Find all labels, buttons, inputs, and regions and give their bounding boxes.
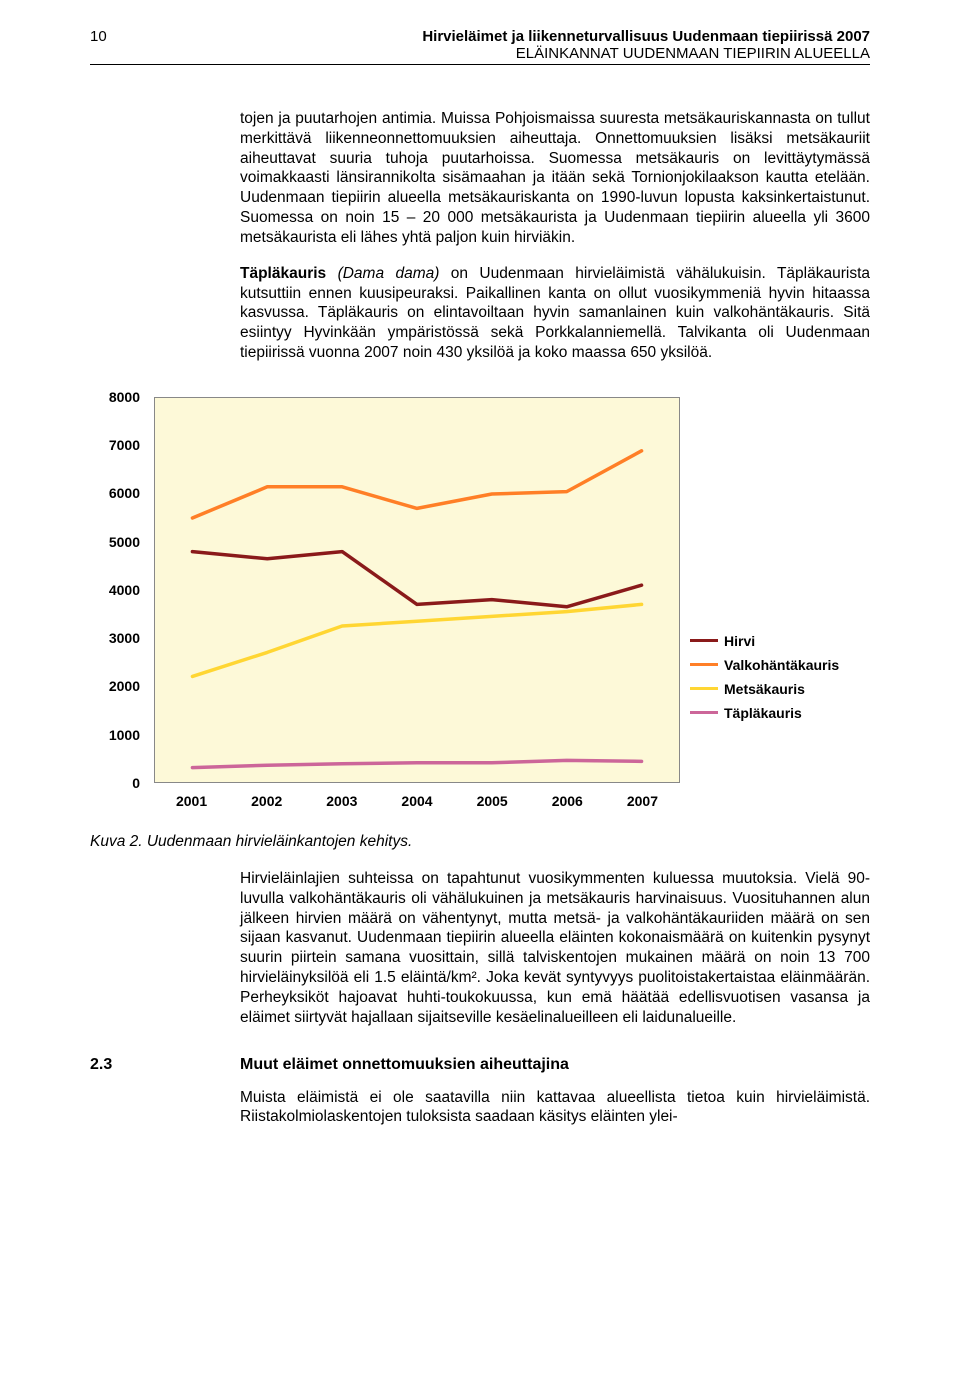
series-line (192, 760, 641, 767)
legend-label: Valkohäntäkauris (724, 657, 839, 673)
header-rule (90, 64, 870, 65)
y-tick-label: 6000 (100, 485, 140, 501)
paragraph-2-rest: on Uudenmaan hirvieläimistä vähälukuisin… (240, 265, 870, 361)
legend-item: Metsäkauris (690, 681, 860, 697)
page-header: 10 Hirvieläimet ja liikenneturvallisuus … (90, 28, 870, 65)
legend-swatch (690, 687, 718, 690)
y-tick-label: 1000 (100, 727, 140, 743)
series-line (192, 604, 641, 676)
legend-label: Täpläkauris (724, 705, 802, 721)
legend-label: Hirvi (724, 633, 755, 649)
x-tick-label: 2001 (176, 793, 207, 809)
legend-item: Hirvi (690, 633, 860, 649)
header-title-bold: Hirvieläimet ja liikenneturvallisuus Uud… (107, 28, 870, 45)
x-tick-label: 2002 (251, 793, 282, 809)
y-tick-label: 5000 (100, 534, 140, 550)
chart-container: 010002000300040005000600070008000 200120… (90, 387, 870, 823)
y-tick-label: 0 (100, 775, 140, 791)
header-title-sub: ELÄINKANNAT UUDENMAAN TIEPIIRIN ALUEELLA (107, 45, 870, 62)
section-title: Muut eläimet onnettomuuksien aiheuttajin… (240, 1056, 569, 1074)
y-tick-label: 2000 (100, 678, 140, 694)
series-line (192, 451, 641, 518)
legend-item: Täpläkauris (690, 705, 860, 721)
series-line (192, 552, 641, 607)
chart-legend: Hirvi Valkohäntäkauris Metsäkauris Täpläkau… (690, 633, 860, 729)
x-tick-label: 2007 (627, 793, 658, 809)
section-heading: 2.3 Muut eläimet onnettomuuksien aiheutt… (90, 1056, 870, 1074)
paragraph-1: tojen ja puutarhojen antimia. Muissa Poh… (240, 109, 870, 248)
y-tick-label: 7000 (100, 437, 140, 453)
chart-caption: Kuva 2. Uudenmaan hirvieläinkantojen keh… (90, 833, 870, 851)
paragraph-2: Täpläkauris (Dama dama) on Uudenmaan hir… (240, 264, 870, 363)
y-tick-label: 8000 (100, 389, 140, 405)
y-tick-label: 4000 (100, 582, 140, 598)
paragraph-4: Muista eläimistä ei ole saatavilla niin … (240, 1088, 870, 1128)
body-text-block-1: tojen ja puutarhojen antimia. Muissa Poh… (240, 109, 870, 363)
x-tick-label: 2006 (552, 793, 583, 809)
chart-y-axis: 010002000300040005000600070008000 (100, 397, 146, 783)
body-text-block-2: Hirvieläinlajien suhteissa on tapahtunut… (240, 869, 870, 1028)
species-latin: (Dama dama) (338, 265, 440, 282)
species-name-bold: Täpläkauris (240, 265, 326, 282)
legend-swatch (690, 663, 718, 666)
x-tick-label: 2004 (401, 793, 432, 809)
chart-plot-area (154, 397, 680, 783)
body-text-block-3: Muista eläimistä ei ole saatavilla niin … (240, 1088, 870, 1128)
legend-label: Metsäkauris (724, 681, 805, 697)
section-number: 2.3 (90, 1056, 240, 1074)
paragraph-3: Hirvieläinlajien suhteissa on tapahtunut… (240, 869, 870, 1028)
legend-swatch (690, 711, 718, 714)
legend-swatch (690, 639, 718, 642)
x-tick-label: 2003 (326, 793, 357, 809)
y-tick-label: 3000 (100, 630, 140, 646)
x-tick-label: 2005 (477, 793, 508, 809)
page-number: 10 (90, 28, 107, 45)
chart-x-axis: 2001 2002 2003 2004 2005 2006 2007 (154, 789, 680, 817)
legend-item: Valkohäntäkauris (690, 657, 860, 673)
